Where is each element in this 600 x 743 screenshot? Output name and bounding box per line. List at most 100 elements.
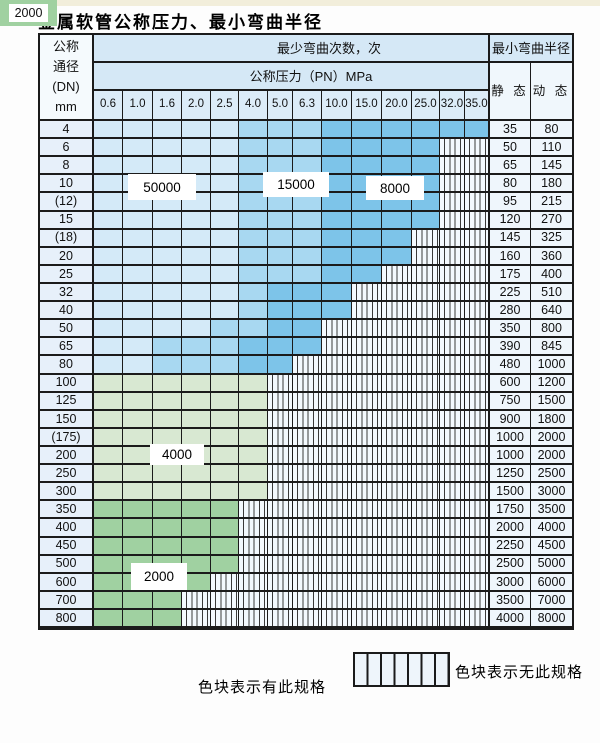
spec-cell [239, 392, 268, 411]
spec-cell-none [211, 573, 239, 592]
dn-header-line: 通径 [52, 59, 79, 74]
pressure-column-header: 20.0 [382, 91, 412, 121]
spec-cell [123, 410, 153, 429]
spec-cell [211, 519, 239, 538]
spec-cell-none [440, 519, 465, 538]
spec-cell [211, 392, 239, 411]
spec-cell-none [440, 374, 465, 393]
spec-cell [94, 573, 123, 592]
spec-cell-none [352, 392, 382, 411]
spec-cell [293, 302, 322, 321]
static-radius-value: 350 [490, 320, 531, 339]
dn-row-label: (12) [40, 193, 94, 212]
static-radius-value: 4000 [490, 609, 531, 629]
spec-cell [382, 139, 412, 158]
dn-row-label: 800 [40, 609, 94, 629]
spec-cell-none [412, 573, 440, 592]
spec-cell [211, 157, 239, 176]
static-radius-value: 2500 [490, 555, 531, 574]
static-radius-value: 225 [490, 283, 531, 303]
spec-cell-none [382, 465, 412, 484]
dynamic-radius-value: 145 [531, 157, 572, 176]
static-radius-value: 280 [490, 302, 531, 321]
spec-cell-none [268, 428, 293, 447]
spec-cell [123, 609, 153, 629]
spec-cell [153, 483, 182, 502]
spec-cell-none [440, 501, 465, 520]
spec-cell [382, 121, 412, 140]
spec-cell [123, 356, 153, 375]
spec-cell [153, 537, 182, 556]
spec-cell [182, 555, 211, 574]
spec-cell-none [465, 139, 490, 158]
spec-cell [412, 211, 440, 230]
dn-row-label: (175) [40, 428, 94, 447]
spec-cell [153, 157, 182, 176]
spec-cell-none [322, 392, 352, 411]
spec-cell-none [465, 283, 490, 303]
spec-cell [123, 428, 153, 447]
spec-cell [239, 265, 268, 284]
spec-cell [153, 501, 182, 520]
bend-cycles-header: 最少弯曲次数，次 [94, 35, 490, 63]
spec-cell-none [293, 483, 322, 502]
spec-cell-none [322, 591, 352, 610]
spec-cell-none [382, 537, 412, 556]
spec-cell [123, 465, 153, 484]
spec-cell-none [322, 501, 352, 520]
spec-cell [322, 229, 352, 248]
static-radius-value: 80 [490, 175, 531, 194]
dynamic-radius-value: 2500 [531, 465, 572, 484]
spec-cell-none [322, 374, 352, 393]
spec-cell [153, 591, 182, 610]
spec-cell-none [412, 247, 440, 266]
spec-cell [211, 465, 239, 484]
dn-header-cell: 公称 通径 (DN) mm [40, 35, 94, 121]
spec-cell [182, 410, 211, 429]
static-radius-value: 600 [490, 374, 531, 393]
spec-cell-none [352, 320, 382, 339]
spec-cell [94, 501, 123, 520]
spec-cell-none [382, 283, 412, 303]
spec-cell-none [239, 555, 268, 574]
spec-cell-none [465, 320, 490, 339]
legend-has-spec-text: 色块表示有此规格 [198, 679, 327, 696]
spec-cell-none [465, 175, 490, 194]
dn-row-label: 6 [40, 139, 94, 158]
spec-cell [412, 121, 440, 140]
spec-cell-none [465, 428, 490, 447]
spec-cell [293, 265, 322, 284]
spec-cell [352, 157, 382, 176]
spec-cell [239, 446, 268, 466]
spec-cell [182, 392, 211, 411]
dynamic-radius-value: 215 [531, 193, 572, 212]
static-radius-value: 2250 [490, 537, 531, 556]
static-radius-value: 50 [490, 139, 531, 158]
dynamic-radius-value: 4000 [531, 519, 572, 538]
spec-cell [123, 302, 153, 321]
spec-cell-none [293, 392, 322, 411]
spec-cell [182, 211, 211, 230]
spec-cell-none [465, 374, 490, 393]
dn-row-label: 20 [40, 247, 94, 266]
spec-cell-none [382, 338, 412, 357]
spec-cell [239, 374, 268, 393]
spec-cell-none [352, 555, 382, 574]
spec-cell [352, 139, 382, 158]
nominal-pressure-header: 公称压力（PN）MPa [94, 63, 490, 91]
spec-cell [94, 229, 123, 248]
spec-cell-none [412, 229, 440, 248]
spec-cell [239, 211, 268, 230]
dynamic-radius-value: 4500 [531, 537, 572, 556]
spec-cell [293, 247, 322, 266]
spec-cell [153, 283, 182, 303]
spec-cell [123, 157, 153, 176]
spec-cell [293, 320, 322, 339]
spec-cell [94, 356, 123, 375]
static-radius-value: 1500 [490, 483, 531, 502]
spec-cell-none [440, 465, 465, 484]
static-radius-value: 145 [490, 229, 531, 248]
spec-cell-none [440, 483, 465, 502]
spec-cell-none [322, 519, 352, 538]
spec-cell-none [382, 265, 412, 284]
